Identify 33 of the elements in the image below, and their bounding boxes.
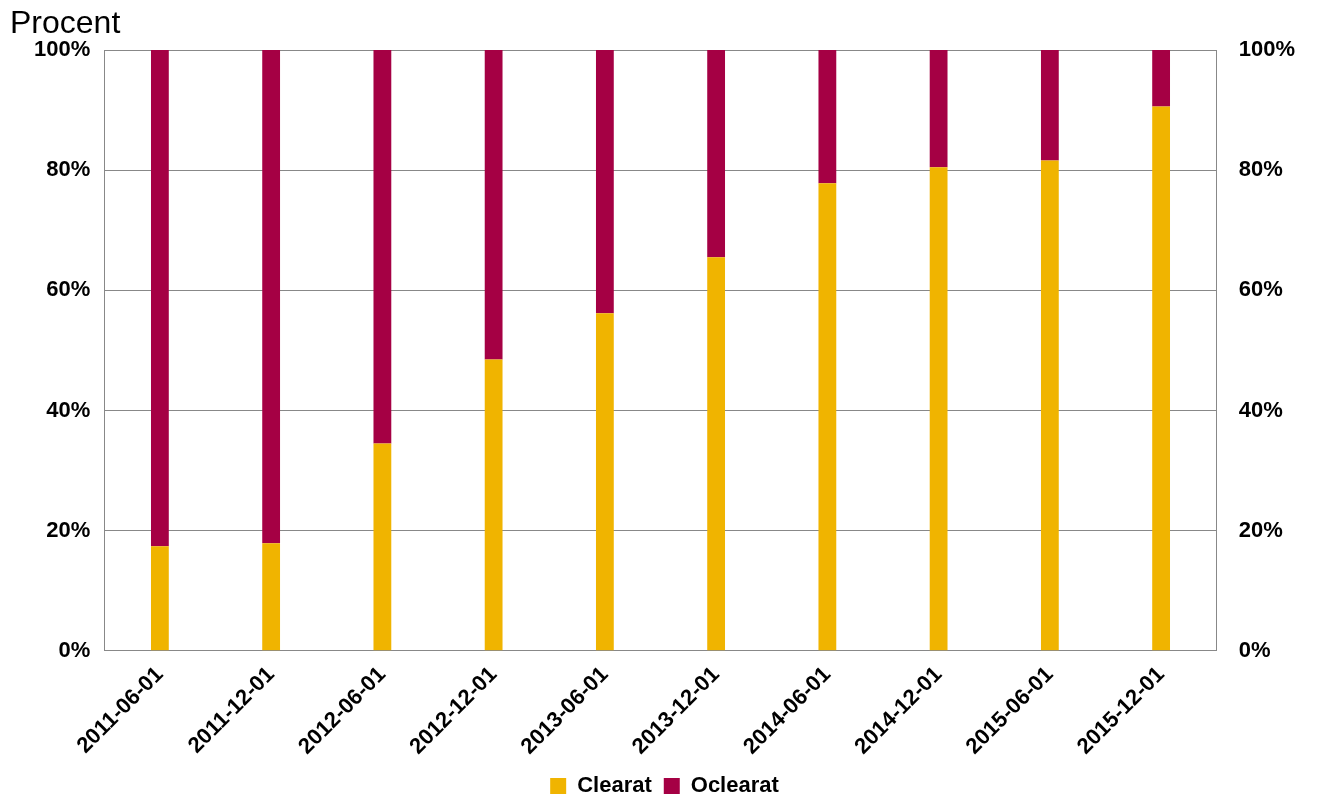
bar [484, 50, 503, 360]
bar [929, 50, 948, 168]
bar [150, 50, 169, 547]
bar [262, 50, 281, 544]
y2-tick-label: 60% [1238, 276, 1283, 302]
bar [262, 543, 281, 651]
bar [929, 167, 948, 651]
y-tick-label: 40% [46, 396, 91, 422]
y2-tick-label: 40% [1238, 396, 1283, 422]
bar [595, 313, 614, 651]
y-tick-label: 60% [46, 276, 91, 302]
legend-label: Oclearat [690, 772, 780, 798]
bar [1040, 50, 1059, 161]
y2-tick-label: 100% [1238, 36, 1296, 62]
y-tick-label: 20% [46, 516, 91, 542]
y2-tick-label: 20% [1238, 516, 1283, 542]
y2-tick-label: 80% [1238, 156, 1283, 182]
bar [595, 50, 614, 314]
bar [707, 257, 726, 651]
y2-tick-label: 0% [1238, 636, 1271, 662]
bar [373, 50, 392, 444]
bar [150, 546, 169, 651]
bar [707, 50, 726, 258]
legend-label: Clearat [577, 772, 653, 798]
bar [484, 359, 503, 651]
bar [1152, 106, 1171, 651]
bar [1040, 160, 1059, 651]
y-tick-label: 0% [58, 636, 91, 662]
y-tick-label: 80% [46, 156, 91, 182]
bar [818, 183, 837, 651]
bar [373, 443, 392, 651]
bar [1152, 50, 1171, 107]
bar [818, 50, 837, 184]
